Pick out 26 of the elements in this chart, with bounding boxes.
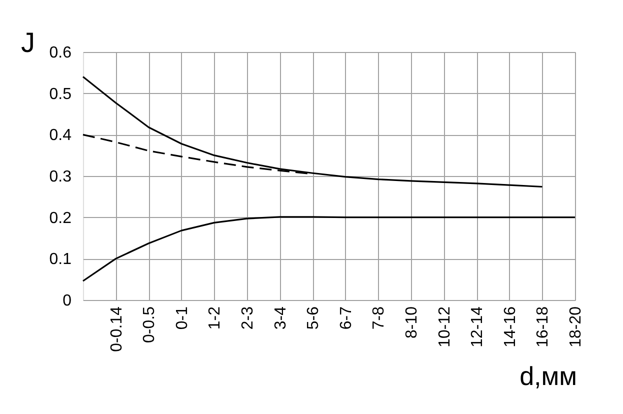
x-tick-label: 16-18 — [534, 306, 552, 348]
x-tick-label: 10-12 — [436, 306, 454, 348]
x-tick-label: 5-6 — [305, 306, 322, 330]
y-tick-label: 0.3 — [49, 168, 72, 186]
y-tick-label: 0.4 — [49, 127, 72, 144]
x-tick-label: 0-0.5 — [141, 306, 158, 343]
x-axis-title: d,мм — [520, 361, 577, 391]
x-tick-label: 3-4 — [272, 306, 290, 330]
x-tick-label: 7-8 — [370, 306, 388, 330]
x-tick-label: 0-1 — [174, 306, 191, 330]
line-series — [82, 76, 543, 188]
x-tick-label: 8-10 — [404, 306, 420, 339]
y-axis-title: J — [21, 27, 35, 58]
y-tick-label: 0 — [62, 292, 72, 310]
x-tick-label: 12-14 — [469, 306, 486, 348]
line-series — [82, 216, 576, 282]
x-tick-label: 2-3 — [240, 306, 256, 330]
x-tick-label: 6-7 — [338, 306, 355, 330]
y-tick-label: 0.5 — [49, 86, 72, 103]
x-tick-label: 18-20 — [568, 306, 584, 348]
x-tick-label: 14-16 — [502, 306, 519, 348]
y-tick-label: 0.2 — [49, 210, 72, 227]
y-tick-label: 0.6 — [49, 44, 72, 62]
x-tick-label: 0-0.14 — [108, 306, 126, 352]
x-tick-label: 1-2 — [206, 306, 224, 330]
y-tick-label: 0.1 — [49, 251, 72, 268]
